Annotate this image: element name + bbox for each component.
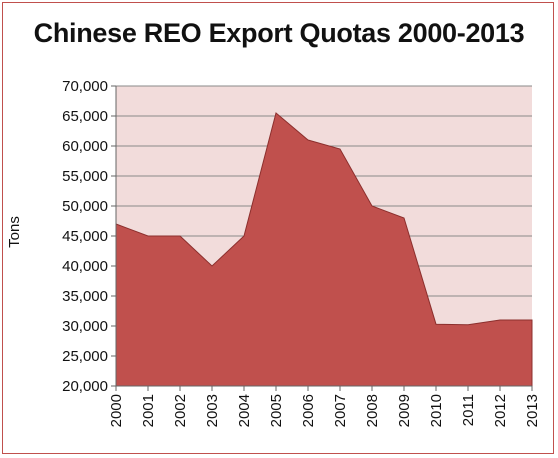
y-tick-label: 20,000 <box>62 378 108 395</box>
y-tick-label: 65,000 <box>62 108 108 125</box>
y-tick-label: 55,000 <box>62 168 108 185</box>
x-tick-label: 2013 <box>524 394 541 427</box>
x-tick-label: 2001 <box>140 394 157 427</box>
axes <box>115 86 533 391</box>
x-tick-label: 2012 <box>492 394 509 427</box>
x-tick-label: 2007 <box>332 394 349 427</box>
y-tick-label: 60,000 <box>62 138 108 155</box>
x-tick-label: 2004 <box>236 394 253 427</box>
y-tick-label: 40,000 <box>62 258 108 275</box>
x-tick-label: 2006 <box>300 394 317 427</box>
y-tick-label: 25,000 <box>62 348 108 365</box>
y-tick-label: 45,000 <box>62 228 108 245</box>
x-tick-label: 2010 <box>428 394 445 427</box>
y-tick-label: 70,000 <box>62 78 108 95</box>
area-series <box>115 112 533 387</box>
x-tick-label: 2005 <box>268 394 285 427</box>
x-tick-label: 2002 <box>172 394 189 427</box>
chart-title: Chinese REO Export Quotas 2000-2013 <box>33 18 525 48</box>
x-tick-label: 2003 <box>204 394 221 427</box>
x-tick-labels: 2000 2001 2002 2003 2004 2005 2006 2007 2008 2009… <box>108 394 541 427</box>
y-tick-labels: 20,000 25,000 30,000 35,000 40,000 45,000 50,0… <box>62 78 108 395</box>
x-tick-label: 2000 <box>108 394 125 427</box>
x-tick-label: 2011 <box>460 394 477 426</box>
y-tick-label: 50,000 <box>62 198 108 215</box>
y-tick-label: 30,000 <box>62 318 108 335</box>
y-tick-label: 35,000 <box>62 288 108 305</box>
x-tick-label: 2008 <box>364 394 381 427</box>
x-tick-label: 2009 <box>396 394 413 427</box>
